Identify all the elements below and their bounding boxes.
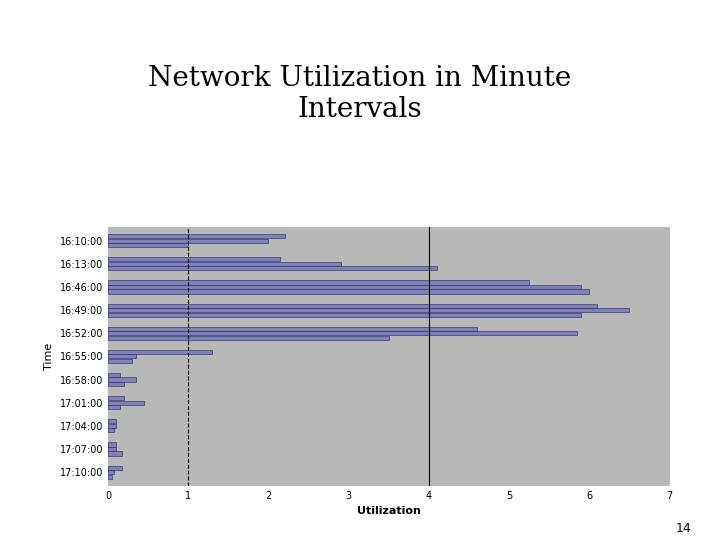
Bar	[108, 359, 132, 363]
Y-axis label: Time: Time	[44, 343, 54, 370]
Bar	[108, 442, 116, 447]
Bar	[108, 350, 212, 354]
Bar	[108, 289, 590, 294]
Text: Network Utilization in Minute
Intervals: Network Utilization in Minute Intervals	[148, 65, 572, 123]
Bar	[108, 239, 269, 243]
Bar	[108, 428, 114, 433]
Bar	[108, 285, 581, 289]
Bar	[108, 377, 136, 382]
Bar	[108, 262, 341, 266]
Bar	[108, 308, 629, 312]
Bar	[108, 280, 529, 285]
Bar	[108, 475, 112, 478]
Bar	[108, 447, 116, 451]
Bar	[108, 313, 581, 316]
Bar	[108, 470, 114, 474]
Bar	[108, 266, 437, 271]
Text: 14: 14	[675, 522, 691, 535]
Bar	[108, 257, 281, 261]
Bar	[108, 405, 120, 409]
Bar	[108, 234, 284, 238]
Bar	[108, 465, 122, 470]
Bar	[108, 243, 188, 247]
X-axis label: Utilization: Utilization	[357, 507, 420, 516]
Bar	[108, 373, 120, 377]
Bar	[108, 451, 122, 456]
Bar	[108, 419, 116, 423]
Bar	[108, 354, 136, 359]
Bar	[108, 336, 389, 340]
Bar	[108, 303, 598, 308]
Bar	[108, 327, 477, 331]
Bar	[108, 382, 124, 386]
Bar	[108, 424, 116, 428]
Bar	[108, 396, 124, 400]
Bar	[108, 331, 577, 335]
Bar	[108, 401, 144, 405]
